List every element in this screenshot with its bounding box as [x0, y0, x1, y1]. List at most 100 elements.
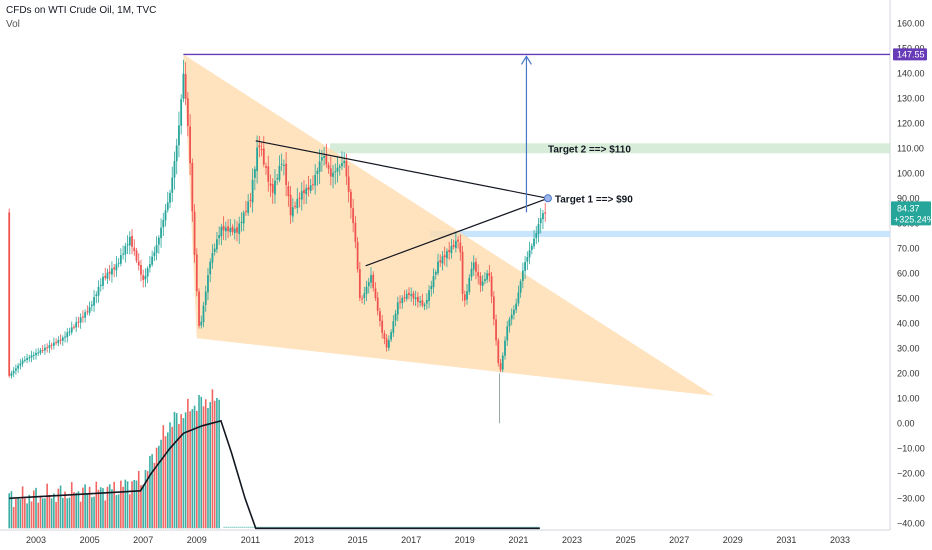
candle-body	[430, 286, 433, 290]
volume-bar	[62, 497, 64, 529]
candle-body	[256, 147, 258, 172]
candle-body	[184, 74, 187, 99]
price-tick-label: 120.00	[897, 118, 925, 128]
candle-body	[479, 275, 482, 286]
candle-body	[8, 212, 11, 376]
candle-body	[280, 163, 283, 165]
candle-body	[432, 275, 435, 288]
candle-body	[262, 148, 265, 165]
candle-body	[519, 281, 522, 293]
candle-body	[218, 235, 221, 239]
candle-body	[111, 268, 113, 275]
candle-body	[258, 145, 261, 148]
candle-body	[412, 293, 415, 299]
candle-body	[59, 339, 62, 341]
candle-body	[537, 223, 540, 234]
volume-bar	[171, 426, 174, 529]
volume-bar	[140, 485, 142, 529]
candle-body	[23, 359, 26, 361]
volume-bar	[162, 425, 165, 529]
candle-body	[82, 316, 84, 318]
volume-bar	[37, 502, 40, 529]
candle-body	[470, 268, 473, 277]
time-tick-label: 2029	[723, 535, 743, 545]
candle-body	[99, 284, 102, 286]
candle-body	[106, 272, 109, 279]
volume-bar	[207, 408, 209, 529]
candle-body	[238, 223, 241, 234]
candle-body	[332, 172, 334, 177]
volume-bar	[202, 406, 205, 529]
candle-body	[477, 272, 480, 277]
candle-body	[64, 336, 66, 338]
candle-body	[166, 202, 169, 211]
candle-body	[484, 279, 486, 282]
volume-bar	[59, 485, 62, 529]
volume-indicator-label[interactable]: Vol	[6, 19, 20, 30]
candle-body	[515, 303, 518, 310]
candle-body	[198, 291, 200, 326]
volume-bar	[180, 414, 182, 529]
price-tick-label: 150.00	[897, 43, 925, 53]
volume-bar	[137, 470, 140, 529]
candle-body	[269, 183, 272, 186]
candle-body	[77, 321, 80, 323]
candle-body	[356, 241, 359, 270]
candle-body	[524, 262, 526, 271]
volume-bar	[151, 454, 153, 529]
candle-body	[113, 267, 116, 270]
candle-body	[530, 245, 533, 250]
candle-body	[229, 228, 232, 233]
candle-body	[39, 350, 42, 353]
candle-body	[350, 191, 352, 208]
volume-bar	[95, 481, 98, 529]
volume-bar	[68, 497, 71, 529]
candle-body	[452, 244, 455, 247]
volume-bar	[113, 481, 115, 529]
volume-bar	[218, 399, 220, 529]
candle-body	[124, 245, 127, 255]
candle-body	[211, 252, 214, 263]
candle-body	[287, 186, 290, 196]
volume-bar	[24, 498, 26, 529]
volume-bar	[158, 445, 160, 529]
volume-bar	[193, 405, 196, 529]
candle-body	[334, 171, 337, 173]
candle-body	[88, 307, 91, 313]
candle-body	[10, 373, 13, 376]
volume-ma-line	[9, 419, 540, 530]
volume-bar	[106, 486, 109, 529]
volume-bar	[133, 479, 136, 529]
candle-body	[195, 254, 198, 292]
candle-body	[312, 184, 314, 186]
candle-body	[79, 317, 82, 323]
candle-body	[93, 296, 95, 306]
volume-bar	[129, 494, 131, 529]
target-1-marker	[543, 194, 552, 203]
candle-body	[506, 326, 509, 341]
candle-body	[135, 250, 138, 261]
candle-body	[204, 291, 207, 305]
candle-body	[137, 261, 140, 266]
time-tick-label: 2031	[776, 535, 796, 545]
candle-body	[454, 240, 457, 248]
candle-body	[247, 201, 250, 213]
candle-body	[320, 157, 323, 161]
candle-body	[294, 206, 296, 208]
candle-body	[528, 250, 531, 258]
candle-body	[374, 288, 377, 299]
candle-body	[336, 167, 339, 172]
candle-body	[216, 239, 218, 250]
volume-bar	[204, 399, 207, 529]
candle-body	[231, 226, 234, 232]
candle-body	[394, 313, 397, 321]
volume-bar	[21, 486, 24, 529]
candle-body	[354, 222, 357, 242]
price-tick-label: 70.00	[897, 243, 920, 253]
target-2-label: Target 2 ==> $110	[548, 144, 631, 155]
volume-bar	[41, 498, 44, 529]
volume-bar	[77, 491, 80, 529]
candle-body	[421, 300, 424, 306]
candle-body	[370, 275, 372, 283]
